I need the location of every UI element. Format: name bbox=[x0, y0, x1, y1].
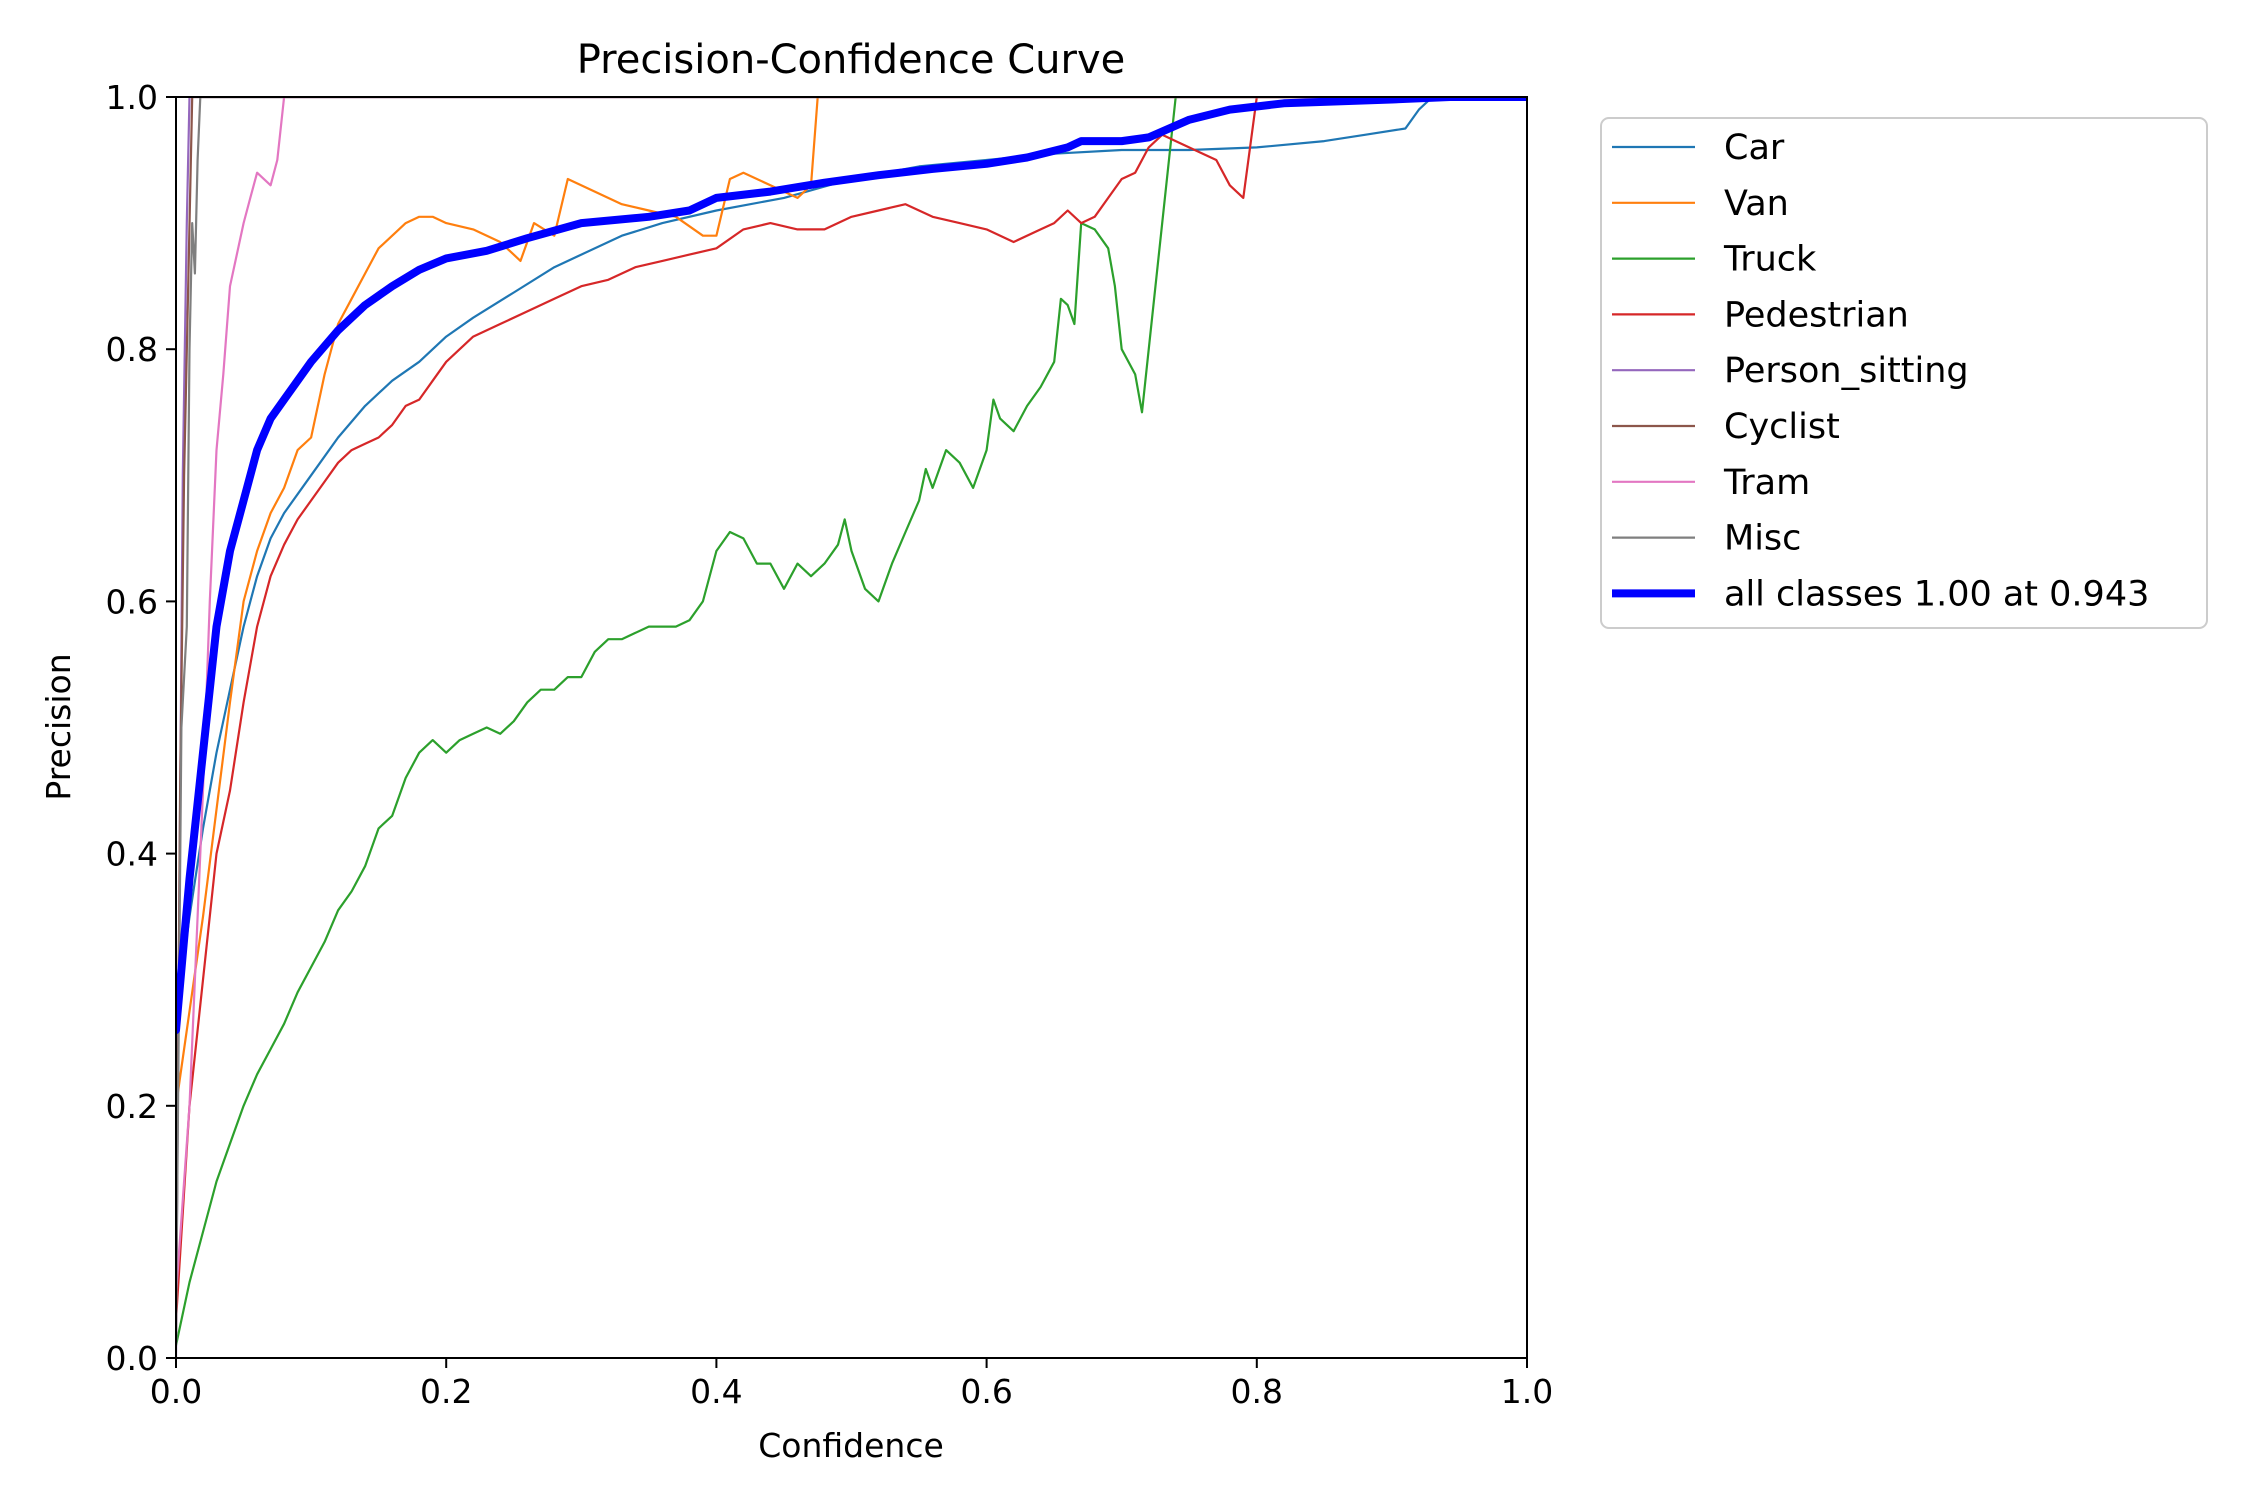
x-tick-label: 0.4 bbox=[690, 1372, 742, 1411]
x-tick-label: 1.0 bbox=[1501, 1372, 1553, 1411]
y-tick-label: 0.2 bbox=[106, 1087, 158, 1126]
y-axis-label: Precision bbox=[39, 653, 78, 800]
legend: Car Van Truck Pedestrian Person_sitting Cycli… bbox=[1600, 117, 2208, 629]
x-tick-label: 0.0 bbox=[150, 1372, 202, 1411]
legend-label-all-classes-1-00-at-0-943: all classes 1.00 at 0.943 bbox=[1724, 574, 2149, 614]
legend-label-person-sitting: Person_sitting bbox=[1724, 351, 1969, 391]
legend-label-tram: Tram bbox=[1723, 463, 1810, 503]
y-tick-label: 0.8 bbox=[106, 330, 158, 369]
series-line-all-classes-1-00-at-0-943 bbox=[176, 97, 1527, 1035]
y-axis-ticks: 0.0 0.2 0.4 0.6 0.8 1.0 bbox=[106, 78, 176, 1378]
legend-items: Car Van Truck Pedestrian Person_sitting Cycli… bbox=[1612, 128, 2149, 614]
plot-area bbox=[175, 96, 1528, 1359]
x-axis-ticks: 0.0 0.2 0.4 0.6 0.8 1.0 bbox=[150, 1358, 1553, 1411]
y-tick-label: 0.6 bbox=[106, 582, 158, 621]
y-tick-label: 0.4 bbox=[106, 835, 158, 874]
x-tick-label: 0.8 bbox=[1231, 1372, 1283, 1411]
legend-label-pedestrian: Pedestrian bbox=[1724, 295, 1909, 335]
legend-label-cyclist: Cyclist bbox=[1724, 407, 1840, 447]
chart-title: Precision-Confidence Curve bbox=[577, 37, 1126, 83]
legend-label-car: Car bbox=[1724, 128, 1785, 168]
plot-frame bbox=[175, 96, 1528, 1359]
y-tick-label: 0.0 bbox=[106, 1339, 158, 1378]
x-tick-label: 0.6 bbox=[960, 1372, 1012, 1411]
legend-label-van: Van bbox=[1724, 184, 1789, 224]
legend-box bbox=[1600, 117, 2208, 629]
legend-label-truck: Truck bbox=[1723, 240, 1817, 280]
series-line-truck bbox=[176, 97, 1527, 1347]
series-group bbox=[176, 97, 1527, 1358]
x-axis-label: Confidence bbox=[758, 1426, 944, 1465]
series-line-misc bbox=[176, 97, 1527, 1334]
y-tick-label: 1.0 bbox=[106, 78, 158, 117]
series-line-van bbox=[176, 97, 1527, 1107]
series-line-car bbox=[176, 97, 1527, 1019]
legend-label-misc: Misc bbox=[1724, 519, 1801, 559]
x-tick-label: 0.2 bbox=[420, 1372, 472, 1411]
series-line-pedestrian bbox=[176, 97, 1527, 1322]
